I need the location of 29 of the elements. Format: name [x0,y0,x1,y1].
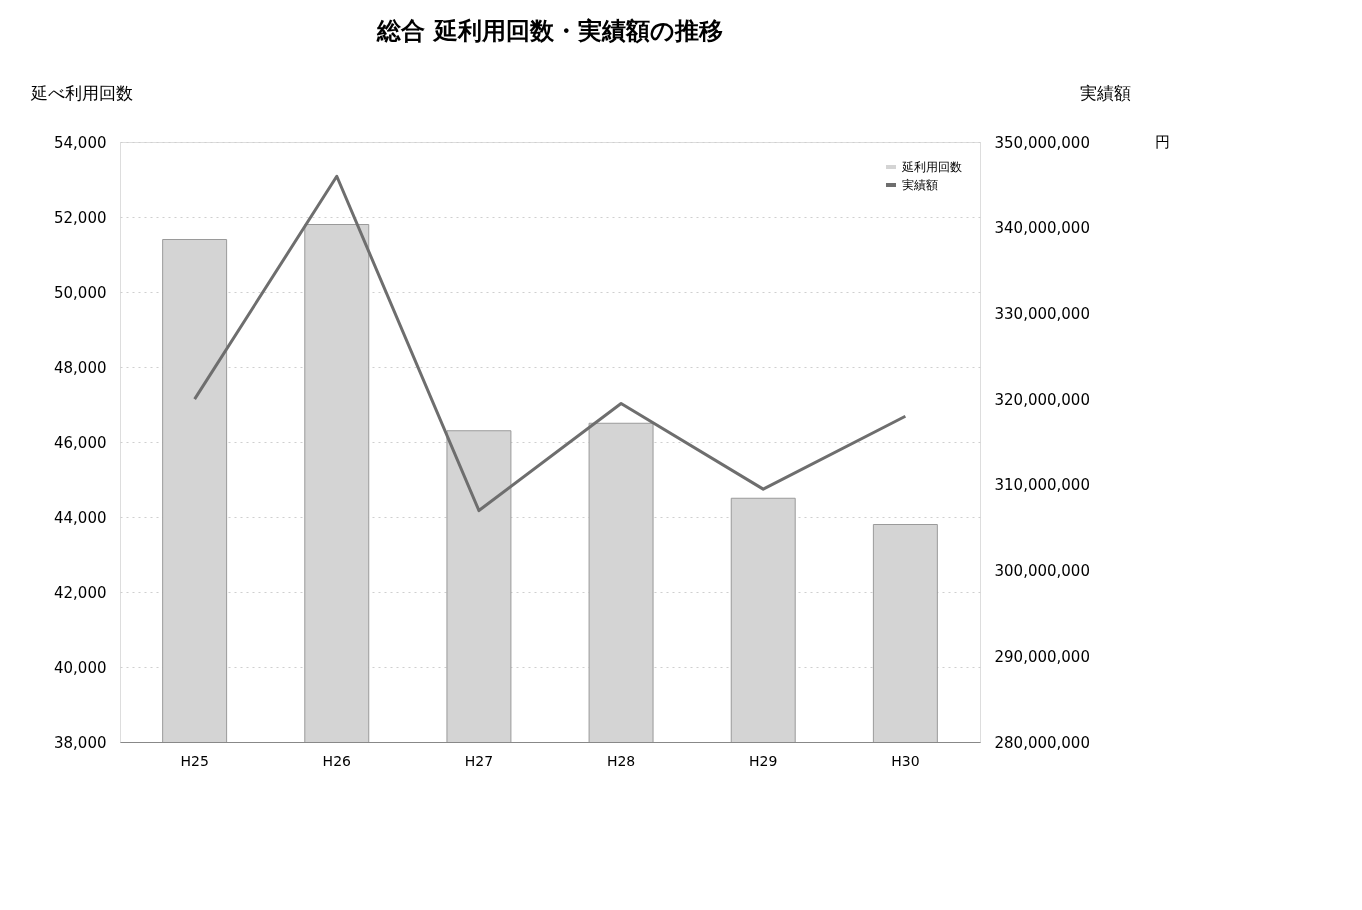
y2-tick-label: 350,000,000 [994,133,1090,152]
y2-tick-label: 340,000,000 [994,219,1090,238]
y-tick-label: 48,000 [54,358,107,377]
y-tick-label: 44,000 [54,508,107,527]
legend-label: 延利用回数 [901,160,962,174]
y2-tick-label: 290,000,000 [994,647,1090,666]
y-tick-label: 54,000 [54,133,107,152]
y2-axis-title: 実績額 [1079,82,1131,103]
x-tick-label: H25 [180,752,209,769]
y-tick-label: 50,000 [54,283,107,302]
x-tick-label: H27 [464,752,494,769]
y-tick-label: 38,000 [54,733,107,752]
y-tick-label: 40,000 [54,658,107,677]
y2-tick-label: 320,000,000 [994,390,1090,409]
y2-tick-label: 310,000,000 [994,476,1090,495]
text: 円 [1155,133,1170,151]
y-axis-title: 延べ利用回数 [29,82,133,103]
y-tick-label: 42,000 [54,583,107,602]
x-tick-label: H30 [891,752,920,769]
y-tick-label: 52,000 [54,208,107,227]
y-tick-label: 46,000 [54,433,107,452]
chart-title: 総合 延利用回数・実績額の推移 [376,17,723,45]
x-tick-label: H26 [322,752,352,769]
y2-tick-label: 300,000,000 [994,562,1090,581]
y2-tick-label: 330,000,000 [994,304,1090,323]
x-tick-label: H28 [606,752,636,769]
y2-tick-label: 280,000,000 [994,733,1090,752]
x-tick-label: H29 [749,752,778,769]
legend-label: 実績額 [902,178,938,192]
